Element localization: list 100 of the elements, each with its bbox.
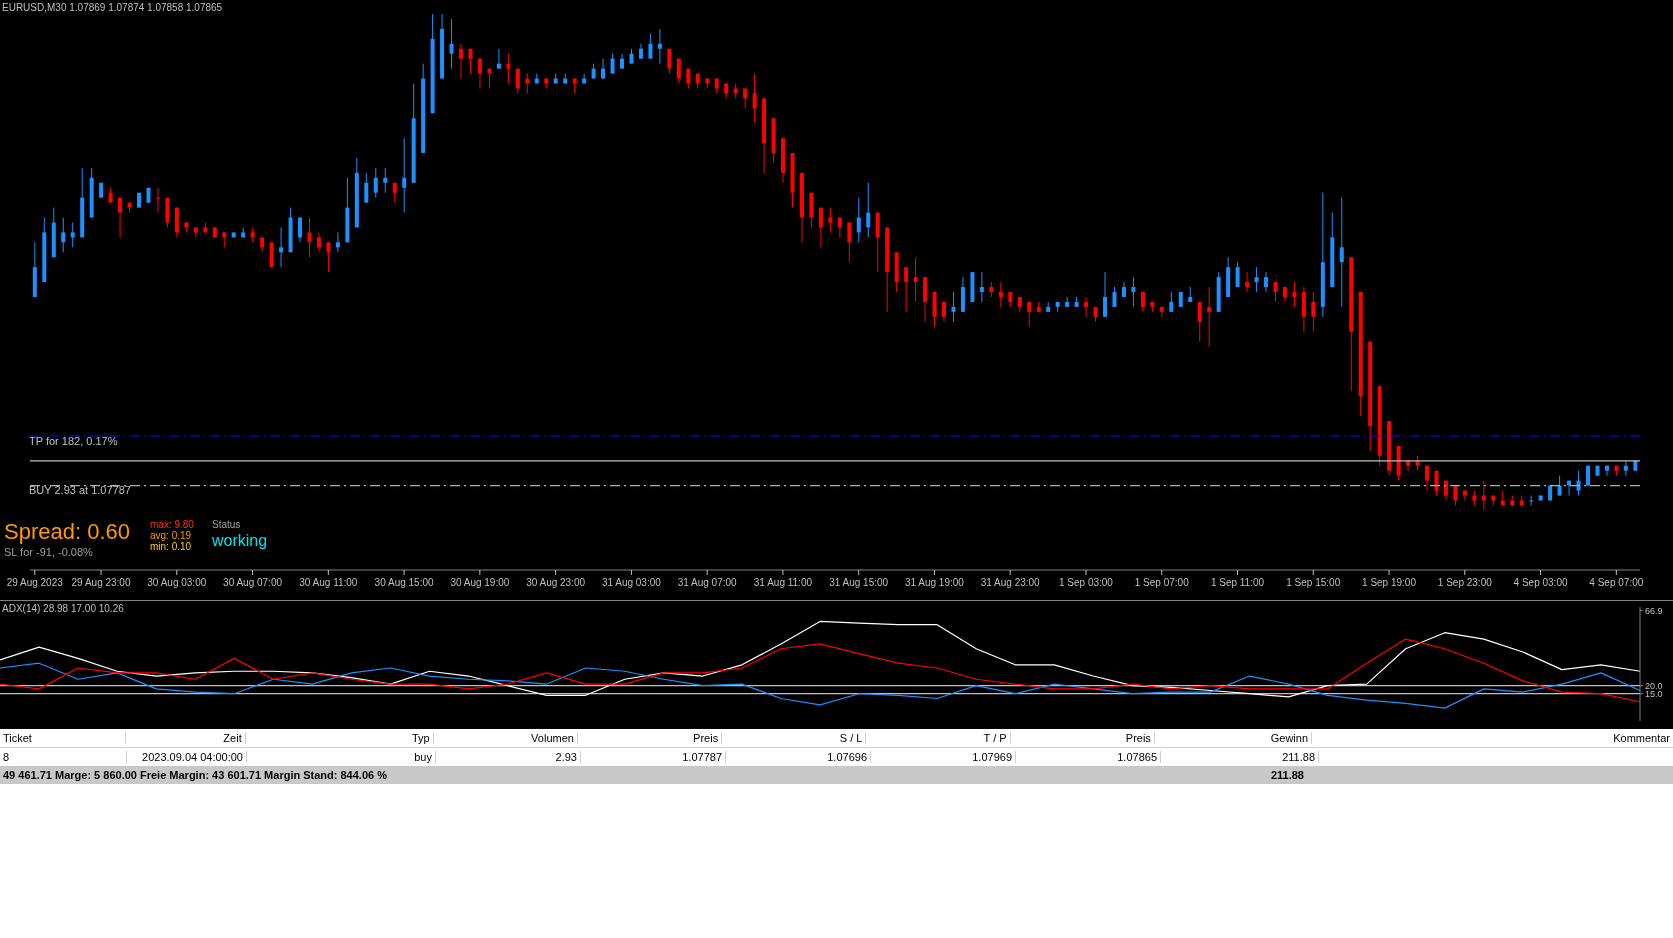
text: working <box>212 532 268 549</box>
text: Kommentar <box>1612 732 1672 744</box>
text: 49 461.71 Marge: 5 860.00 Freie Margin: 43 601.71 Margin Stand: 844.06 % <box>3 769 387 781</box>
text: Preis <box>577 732 723 744</box>
y-tick-label: 20.0 <box>1645 680 1663 691</box>
text: 2023.09.04 04:00:00 <box>127 751 247 763</box>
x-tick-label: 30 Aug 11:00 <box>299 577 358 588</box>
candlestick <box>979 271 984 303</box>
text: Zeit <box>126 732 246 744</box>
text: Typ <box>245 732 434 744</box>
candlestick <box>515 68 520 94</box>
line-series <box>0 638 1641 703</box>
x-tick-label: 31 Aug 11:00 <box>753 577 813 588</box>
candlestick <box>364 172 369 204</box>
candlestick <box>648 33 653 60</box>
candlestick <box>856 197 861 243</box>
candlestick <box>477 58 482 89</box>
x-tick-label: 1 Sep 23:00 <box>1437 577 1493 588</box>
candlestick <box>667 48 672 75</box>
candlestick <box>1027 301 1032 328</box>
text: max: 9.80 <box>150 519 194 530</box>
candlestick <box>1273 281 1278 303</box>
text: 8 <box>0 751 127 763</box>
candlestick <box>998 281 1003 308</box>
text: 1.07969 <box>871 751 1016 763</box>
candlestick <box>1197 301 1202 343</box>
text: Status <box>212 519 241 530</box>
text: Gewinn <box>1154 732 1313 744</box>
candlestick <box>459 43 464 80</box>
candlestick <box>1576 470 1581 497</box>
candlestick <box>752 73 757 124</box>
candlestick <box>1169 291 1174 313</box>
x-tick-label: 31 Aug 07:00 <box>677 577 738 588</box>
x-tick-label: 1 Sep 03:00 <box>1059 577 1114 588</box>
candlestick <box>326 241 331 273</box>
x-tick-label: 31 Aug 23:00 <box>980 577 1041 588</box>
candlestick <box>1557 475 1562 497</box>
candlestick <box>506 53 511 84</box>
candlestick <box>818 207 823 248</box>
text: 211.88 <box>1269 769 1304 781</box>
candlestick <box>1254 266 1259 293</box>
chart-title: ADX(14) 28.98 17.00 10.26 <box>2 603 124 614</box>
candlestick <box>1481 480 1486 511</box>
candlestick <box>1084 296 1089 318</box>
candlestick <box>1103 271 1108 318</box>
candlestick <box>1311 291 1316 333</box>
text: 211.88 <box>1161 751 1319 763</box>
candlestick <box>847 222 852 263</box>
candlestick <box>1065 296 1070 308</box>
candlestick <box>316 231 321 253</box>
x-tick-label: 31 Aug 03:00 <box>601 577 662 588</box>
x-tick-label: 4 Sep 07:00 <box>1589 577 1644 588</box>
x-tick-label: 1 Sep 07:00 <box>1134 577 1190 588</box>
candlestick <box>335 231 340 253</box>
candlestick <box>1112 286 1117 308</box>
line-series <box>0 662 1641 709</box>
candlestick <box>1245 271 1250 293</box>
candlestick <box>468 48 473 75</box>
candlestick <box>298 217 303 243</box>
text: SL for -91, -0.08% <box>4 546 93 558</box>
candlestick <box>279 226 284 268</box>
text: avg: 0.19 <box>150 530 192 541</box>
candlestick <box>525 73 530 94</box>
x-tick-label: 31 Aug 19:00 <box>904 577 965 588</box>
x-tick-label: 29 Aug 23:00 <box>71 577 131 588</box>
candlestick <box>496 48 501 70</box>
x-tick-label: 30 Aug 07:00 <box>223 577 283 588</box>
candlestick <box>402 137 407 214</box>
x-tick-label: 1 Sep 11:00 <box>1210 577 1265 588</box>
ref-line-label: TP for 182, 0.17% <box>29 434 118 447</box>
line-series <box>0 620 1641 698</box>
candlestick <box>1131 276 1136 308</box>
candlestick <box>1434 470 1439 497</box>
x-tick-label: 30 Aug 19:00 <box>450 577 510 588</box>
candlestick <box>828 207 833 233</box>
y-tick-label: 66.9 <box>1645 605 1663 616</box>
candlestick <box>951 291 956 323</box>
x-tick-label: 1 Sep 19:00 <box>1362 577 1417 588</box>
x-tick-label: 4 Sep 03:00 <box>1513 577 1568 588</box>
candlestick <box>610 53 615 75</box>
candlestick <box>155 187 160 214</box>
candlestick <box>1264 271 1269 293</box>
x-tick-label: 30 Aug 03:00 <box>147 577 207 588</box>
x-tick-label: 30 Aug 23:00 <box>526 577 586 588</box>
candlestick <box>601 58 606 80</box>
x-tick-label: 30 Aug 15:00 <box>374 577 434 588</box>
candlestick <box>449 18 454 70</box>
candlestick <box>1140 291 1145 313</box>
candlestick <box>913 256 918 303</box>
candlestick <box>1235 261 1240 288</box>
candlestick <box>1406 460 1411 472</box>
candlestick <box>904 266 909 313</box>
text: 1.07865 <box>1016 751 1161 763</box>
chart-title: EURUSD,M30 1.07869 1.07874 1.07858 1.07865 <box>2 2 223 13</box>
candlestick <box>743 87 748 109</box>
candlestick <box>373 167 378 199</box>
y-tick-label: 15.0 <box>1645 688 1663 699</box>
candlestick <box>676 58 681 84</box>
text: min: 0.10 <box>150 541 192 552</box>
candlestick <box>1623 460 1628 477</box>
